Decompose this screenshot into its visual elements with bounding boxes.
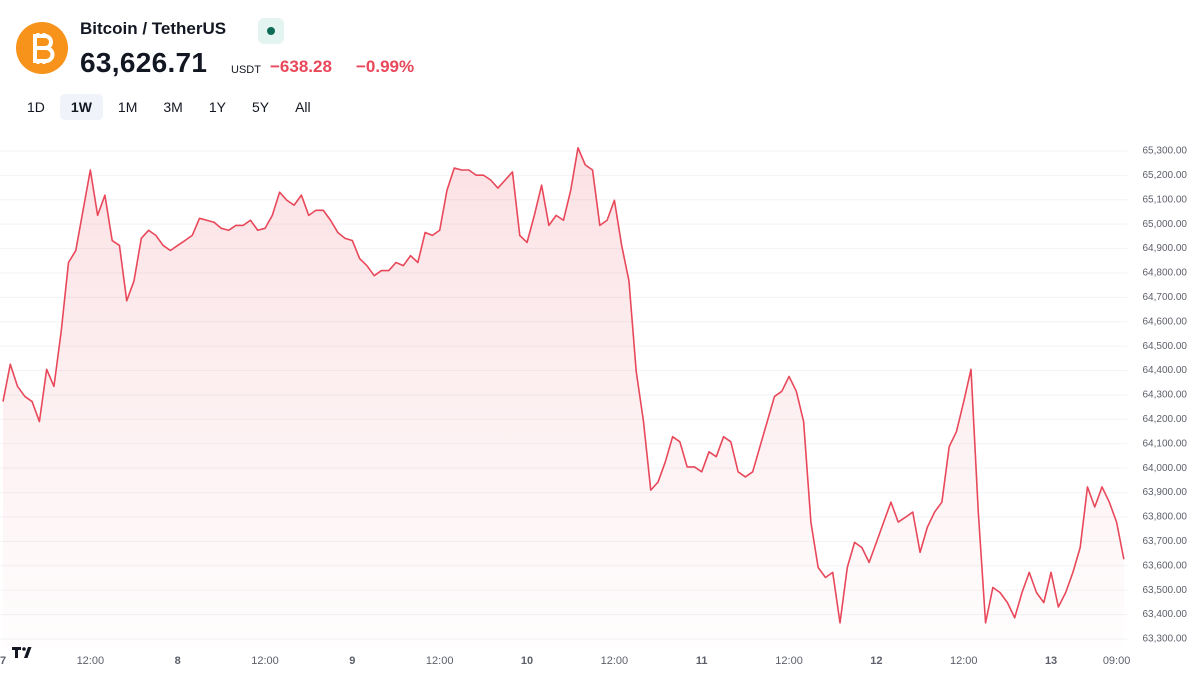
- y-tick-label: 64,200.00: [1143, 414, 1188, 425]
- x-tick-label: 13: [1045, 655, 1057, 667]
- y-tick-label: 63,400.00: [1143, 609, 1188, 620]
- price-line: [2, 147, 1125, 624]
- range-tab[interactable]: All: [295, 99, 311, 115]
- x-tick-label: 7: [0, 655, 6, 667]
- y-tick-label: 64,100.00: [1143, 438, 1188, 449]
- x-tick-label: 12:00: [251, 655, 279, 667]
- tradingview-logo[interactable]: [12, 647, 32, 658]
- area-fill: [3, 147, 1124, 648]
- price-change: −638.28: [270, 57, 332, 76]
- y-tick-label: 64,800.00: [1143, 268, 1188, 279]
- y-tick-label: 63,500.00: [1143, 585, 1188, 596]
- range-tab[interactable]: 5Y: [251, 99, 270, 115]
- x-tick-label: 10: [521, 655, 533, 667]
- y-tick-label: 63,600.00: [1143, 560, 1188, 571]
- y-tick-label: 65,300.00: [1143, 146, 1188, 157]
- price-change-percent: −0.99%: [356, 57, 415, 76]
- x-tick-label: 8: [175, 655, 181, 667]
- y-tick-label: 65,000.00: [1143, 219, 1188, 230]
- x-tick-label: 12:00: [775, 655, 803, 667]
- range-tab[interactable]: 1W: [59, 94, 103, 120]
- y-tick-label: 64,000.00: [1143, 463, 1188, 474]
- currency: USDT: [231, 64, 261, 76]
- symbol-title: Bitcoin / TetherUS: [80, 19, 227, 38]
- y-tick-label: 63,900.00: [1143, 487, 1188, 498]
- header: Bitcoin / TetherUS 63,626.71 USDT −638.2…: [0, 0, 1200, 130]
- y-tick-label: 63,700.00: [1143, 536, 1188, 547]
- x-tick-label: 12: [870, 655, 882, 667]
- y-tick-label: 65,100.00: [1143, 194, 1188, 205]
- y-tick-label: 64,400.00: [1143, 365, 1188, 376]
- market-status[interactable]: [258, 18, 284, 44]
- y-tick-label: 64,600.00: [1143, 316, 1188, 327]
- range-tab[interactable]: 1M: [117, 99, 138, 115]
- x-tick-label: 11: [696, 655, 708, 667]
- range-tabs: 1D 1W 1M 3M 1Y 5Y All: [16, 94, 322, 120]
- y-tick-label: 63,800.00: [1143, 512, 1188, 523]
- x-tick-label: 12:00: [77, 655, 105, 667]
- price: 63,626.71: [80, 47, 208, 78]
- y-tick-label: 64,700.00: [1143, 292, 1188, 303]
- x-tick-label: 9: [349, 655, 355, 667]
- y-tick-label: 63,300.00: [1143, 634, 1188, 645]
- y-tick-label: 64,300.00: [1143, 390, 1188, 401]
- y-tick-label: 65,200.00: [1143, 170, 1188, 181]
- y-tick-label: 64,500.00: [1143, 341, 1188, 352]
- bitcoin-logo: [16, 22, 68, 74]
- range-tab[interactable]: 3M: [163, 99, 183, 115]
- x-tick-label: 09:00: [1103, 655, 1131, 667]
- x-tick-label: 12:00: [601, 655, 629, 667]
- range-tab[interactable]: 1D: [27, 99, 45, 115]
- x-tick-label: 12:00: [950, 655, 978, 667]
- x-tick-label: 12:00: [426, 655, 454, 667]
- range-tab[interactable]: 1Y: [208, 99, 226, 115]
- y-tick-label: 64,900.00: [1143, 243, 1188, 254]
